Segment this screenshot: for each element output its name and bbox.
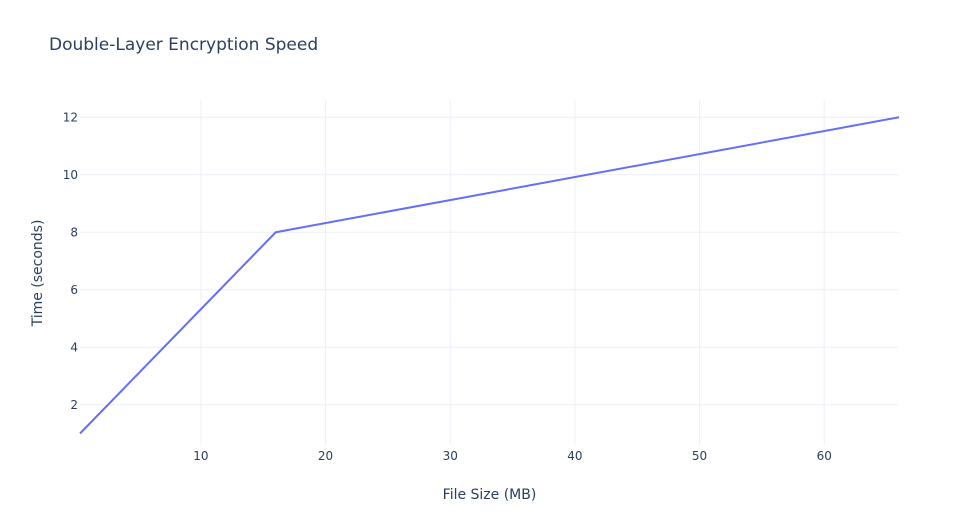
x-tick-label: 50: [692, 449, 707, 463]
y-tick-label: 8: [70, 225, 78, 239]
x-tick-label: 40: [567, 449, 582, 463]
grid: [80, 100, 899, 445]
y-tick-label: 10: [63, 168, 78, 182]
y-tick-label: 12: [63, 110, 78, 124]
y-tick-label: 4: [70, 340, 78, 354]
plot-area: [79, 116, 900, 435]
x-axis-title: File Size (MB): [443, 487, 537, 503]
x-tick-label: 20: [318, 449, 333, 463]
y-axis-title: Time (seconds): [30, 220, 46, 328]
series-line: [79, 116, 900, 435]
y-tick-label: 6: [70, 283, 78, 297]
x-tick-label: 30: [443, 449, 458, 463]
x-tick-label: 10: [193, 449, 208, 463]
x-tick-label: 60: [817, 449, 832, 463]
x-axis-ticks: 10 20 30 40 50 60: [193, 449, 832, 463]
y-tick-label: 2: [70, 398, 78, 412]
y-axis-ticks: 2 4 6 8 10 12: [63, 110, 78, 412]
chart-title: Double-Layer Encryption Speed: [49, 35, 318, 55]
